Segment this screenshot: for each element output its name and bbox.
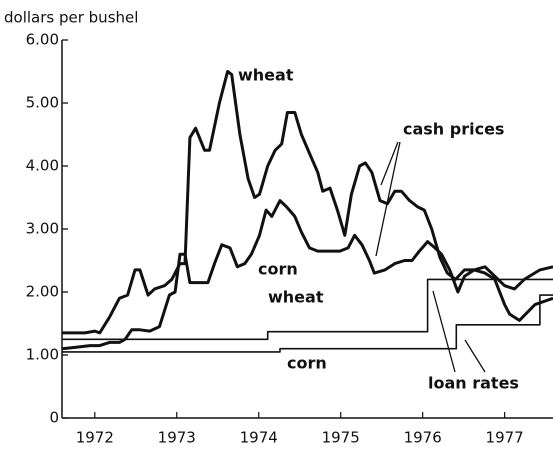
series-line xyxy=(62,278,553,341)
arrow xyxy=(375,141,401,257)
arrows xyxy=(375,141,486,373)
annotation: cash prices xyxy=(403,120,504,139)
y-axis-title: dollars per bushel xyxy=(4,9,138,27)
y-tick-label: 3.00 xyxy=(26,220,59,238)
series-line xyxy=(62,294,553,353)
annotations: wheat corn cash prices wheat corn loan r… xyxy=(238,66,519,393)
x-tick-label: 1977 xyxy=(486,429,524,447)
arrow xyxy=(380,141,399,186)
y-tick-label: 5.00 xyxy=(26,94,59,112)
series-line xyxy=(62,70,553,335)
annotation: wheat xyxy=(238,66,294,85)
annotation: wheat xyxy=(268,288,324,307)
y-tick-label: 6.00 xyxy=(26,31,59,49)
x-tick-label: 1974 xyxy=(240,429,278,447)
y-tick-label: 2.00 xyxy=(26,283,59,301)
x-tick-label: 1973 xyxy=(158,429,196,447)
y-tick-label: 0 xyxy=(49,409,59,427)
annotation: corn xyxy=(258,260,298,279)
series-line xyxy=(61,199,553,351)
annotation: corn xyxy=(287,354,327,373)
x-tick-label: 1976 xyxy=(404,429,442,447)
annotation: loan rates xyxy=(428,374,519,393)
y-tick-label: 1.00 xyxy=(26,346,59,364)
arrow xyxy=(464,339,486,373)
arrow xyxy=(432,290,456,373)
x-tick-label: 1975 xyxy=(322,429,360,447)
x-tick-label: 1972 xyxy=(76,429,114,447)
y-tick-label: 4.00 xyxy=(26,157,59,175)
